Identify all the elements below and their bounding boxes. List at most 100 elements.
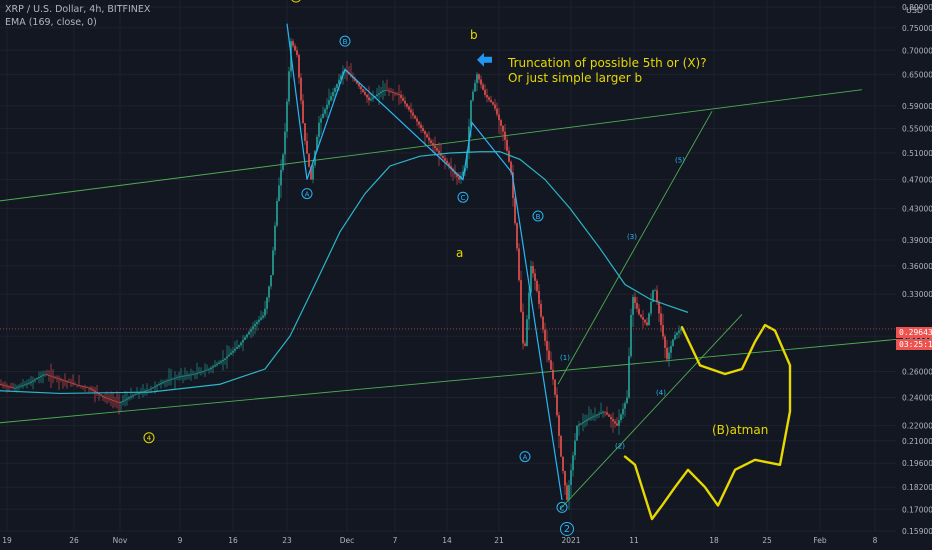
candle-body	[400, 94, 402, 98]
wave-label[interactable]: (1)	[560, 354, 570, 362]
time-tick-label: 14	[442, 536, 452, 545]
candle-body	[676, 332, 678, 335]
candle-body	[188, 374, 190, 376]
candle-body	[496, 108, 498, 115]
wave-label[interactable]: 4	[143, 432, 155, 444]
price-tick-label: 0.39000	[902, 236, 932, 245]
truncation-note[interactable]: Truncation of possible 5th or (X)? Or ju…	[508, 56, 707, 86]
candle-body	[336, 83, 338, 88]
candle-body	[14, 387, 16, 389]
price-tick-label: 0.22000	[902, 422, 932, 431]
candle-body	[150, 388, 152, 390]
time-tick-label: 25	[762, 536, 772, 545]
price-tick-label: 0.59000	[902, 102, 932, 111]
indicator-title[interactable]: EMA (169, close, 0)	[5, 17, 97, 28]
countdown-badge: 03:25:19	[896, 339, 932, 350]
candle-body	[114, 400, 116, 402]
candle-body	[36, 378, 38, 380]
candle-body	[512, 172, 514, 198]
candle-body	[246, 334, 248, 338]
label-circle	[457, 191, 469, 203]
wave-label[interactable]: B	[532, 210, 544, 222]
price-tick-label: 0.75000	[902, 24, 932, 33]
price-tick-label: 0.18200	[902, 483, 932, 492]
candle-body	[304, 123, 306, 141]
candle-body	[144, 390, 146, 392]
candle-body	[502, 125, 504, 132]
candle-body	[204, 370, 206, 372]
candle-body	[12, 387, 14, 389]
candle-body	[156, 385, 158, 387]
label-text: 2	[564, 524, 570, 535]
time-tick-label: 11	[629, 536, 639, 545]
candle-body	[630, 314, 632, 357]
wave-label[interactable]: 5	[291, 0, 301, 3]
wave-label[interactable]: (2)	[615, 442, 625, 450]
label-text: A	[523, 454, 528, 462]
candle-body	[490, 99, 492, 103]
candle-body	[340, 75, 342, 80]
candle-body	[480, 79, 482, 85]
price-axis[interactable]	[896, 0, 932, 550]
candle-body	[404, 100, 406, 104]
candle-body	[30, 381, 32, 383]
candle-body	[518, 248, 520, 281]
candle-body	[198, 372, 200, 374]
time-tick-label: 8	[873, 536, 878, 545]
candle-body	[92, 389, 94, 391]
candle-body	[158, 384, 160, 386]
candle-body	[392, 92, 394, 93]
candle-body	[562, 456, 564, 472]
candle-body	[616, 423, 618, 426]
batman-drawing[interactable]	[623, 323, 792, 521]
price-tick-label: 0.47000	[902, 175, 932, 184]
symbol-title[interactable]: XRP / U.S. Dollar, 4h, BITFINEX	[5, 4, 151, 15]
wave-abc-line[interactable]	[286, 23, 563, 500]
wave-label[interactable]: (5)	[675, 156, 685, 164]
candle-body	[388, 90, 390, 92]
wave-label[interactable]: A	[301, 188, 313, 200]
candle-body	[180, 376, 182, 378]
candle-body	[208, 369, 210, 370]
chart-legend: XRP / U.S. Dollar, 4h, BITFINEX EMA (169…	[5, 3, 150, 29]
label-text: 5	[294, 0, 298, 2]
currency-label: USD	[906, 6, 924, 15]
candle-body	[288, 71, 290, 102]
candle-body	[584, 420, 586, 423]
candle-body	[366, 94, 368, 98]
candle-body	[278, 185, 280, 201]
candle-body	[148, 389, 150, 391]
candle-body	[318, 122, 320, 137]
candle-body	[160, 383, 162, 385]
candle-body	[266, 297, 268, 309]
time-tick-label: Dec	[340, 536, 355, 545]
wave-label[interactable]: B	[339, 35, 351, 47]
candle-body	[520, 280, 522, 312]
candle-body	[108, 398, 110, 400]
batman-label[interactable]: (B)atman	[712, 423, 769, 437]
candle-body	[456, 174, 458, 177]
wave-label-b[interactable]: b	[470, 28, 478, 42]
candle-body	[418, 121, 420, 125]
wave-label[interactable]: (4)	[656, 389, 666, 397]
candle-body	[254, 324, 256, 327]
wave-label[interactable]: C	[457, 191, 469, 203]
time-tick-label: 7	[393, 536, 398, 545]
candle-body	[86, 387, 88, 388]
wave-label[interactable]: 2	[560, 521, 574, 536]
wave-label[interactable]: (3)	[627, 233, 637, 241]
label-circle	[301, 188, 313, 200]
candle-body	[244, 337, 246, 340]
wave-label-a[interactable]: a	[456, 246, 464, 260]
wave-label[interactable]: C	[556, 501, 568, 513]
candle-body	[112, 400, 114, 401]
candle-body	[586, 419, 588, 421]
price-tick-label: 0.51000	[902, 149, 932, 158]
wave-label[interactable]: A	[519, 451, 531, 463]
candle-body	[88, 387, 90, 389]
candle-body	[622, 408, 624, 415]
candle-body	[182, 375, 184, 377]
candle-body	[22, 385, 24, 386]
candle-body	[428, 137, 430, 141]
